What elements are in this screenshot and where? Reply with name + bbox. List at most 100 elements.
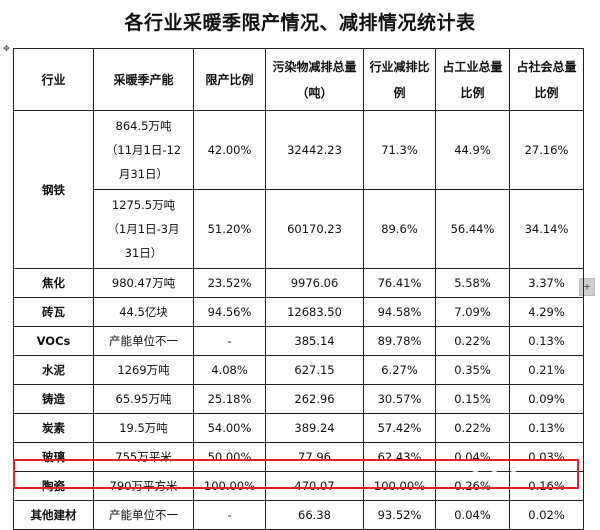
capacity-line: 1275.5万吨 <box>111 198 176 212</box>
cell-social-ratio: 0.13% <box>509 413 584 443</box>
cell-industry-ratio: 30.57% <box>363 384 436 414</box>
cell-industry: 玻璃 <box>13 442 94 472</box>
table-title: 各行业采暖季限产情况、减排情况统计表 <box>124 12 476 34</box>
cell-industrial-ratio: 0.35% <box>435 355 510 385</box>
table-row: 玻璃 755万平米 50.00% 77.96 62.43% 0.04% 0.03% <box>13 442 584 472</box>
header-limit: 限产比例 <box>193 48 266 111</box>
cell-industry-ratio: 71.3% <box>363 110 436 190</box>
header-reduction: 污染物减排总量（吨） <box>265 48 364 111</box>
cell-capacity: 产能单位不一 <box>93 500 194 530</box>
cell-industry-ratio: 57.42% <box>363 413 436 443</box>
cell-industry: 水泥 <box>13 355 94 385</box>
cell-capacity: 1275.5万吨 （1月1日-3月 31日） <box>93 189 194 269</box>
stats-table: 行业 采暖季产能 限产比例 污染物减排总量（吨） 行业减排比例 占工业总量比例 … <box>13 48 584 530</box>
cell-reduction: 12683.50 <box>265 297 364 327</box>
cell-social-ratio: 0.02% <box>509 500 584 530</box>
cell-capacity: 790万平方米 <box>93 471 194 501</box>
cell-industrial-ratio: 56.44% <box>435 189 510 269</box>
cell-industrial-ratio: 0.04% <box>435 442 510 472</box>
table-row: 陶瓷 790万平方米 100.00% 470.07 100.00% 0.26% 0.16% <box>13 471 584 501</box>
cell-limit: 25.18% <box>193 384 266 414</box>
cell-limit: 4.08% <box>193 355 266 385</box>
cell-reduction: 470.07 <box>265 471 364 501</box>
cell-limit: 42.00% <box>193 110 266 190</box>
cell-limit: - <box>193 500 266 530</box>
table-row: 铸造 65.95万吨 25.18% 262.96 30.57% 0.15% 0.09% <box>13 384 584 414</box>
table-row: VOCs 产能单位不一 -385.14 89.78% 0.22% 0.13% <box>13 326 584 356</box>
cell-industry: 焦化 <box>13 268 94 298</box>
cell-capacity: 产能单位不一 <box>93 326 194 356</box>
cell-social-ratio: 0.13% <box>509 326 584 356</box>
cell-industry: 其他建材 <box>13 500 94 530</box>
table-row: 砖瓦 44.5亿块 94.56% 12683.50 94.58% 7.09% 4.29% <box>13 297 584 327</box>
cell-industry: 铸造 <box>13 384 94 414</box>
cell-industry: 钢铁 <box>13 110 94 269</box>
capacity-line: （1月1日-3月 <box>107 222 180 236</box>
cell-industrial-ratio: 0.22% <box>435 413 510 443</box>
table-move-handle-icon[interactable]: ✥ <box>3 44 10 53</box>
cell-reduction: 389.24 <box>265 413 364 443</box>
cell-social-ratio: 0.21% <box>509 355 584 385</box>
table-row: 钢铁 864.5万吨 （11月1日-12 月31日） 42.00% 32442.… <box>13 110 584 269</box>
cell-industry-ratio: 94.58% <box>363 297 436 327</box>
cell-social-ratio: 34.14% <box>509 189 584 269</box>
cell-industrial-ratio: 0.15% <box>435 384 510 414</box>
header-row: 行业 采暖季产能 限产比例 污染物减排总量（吨） 行业减排比例 占工业总量比例 … <box>13 48 584 111</box>
cell-capacity: 864.5万吨 （11月1日-12 月31日） <box>93 110 194 190</box>
cell-industry-ratio: 6.27% <box>363 355 436 385</box>
cell-capacity: 65.95万吨 <box>93 384 194 414</box>
cell-industry: 炭素 <box>13 413 94 443</box>
cell-industry-ratio: 89.78% <box>363 326 436 356</box>
header-industrial-ratio: 占工业总量比例 <box>435 48 510 111</box>
cell-social-ratio: 3.37% <box>509 268 584 298</box>
cell-industry-ratio: 93.52% <box>363 500 436 530</box>
cell-reduction: 60170.23 <box>265 189 364 269</box>
cell-social-ratio: 27.16% <box>509 110 584 190</box>
cell-limit: 54.00% <box>193 413 266 443</box>
capacity-line: （11月1日-12 <box>105 143 182 157</box>
cell-limit: 51.20% <box>193 189 266 269</box>
cell-limit: 50.00% <box>193 442 266 472</box>
cell-capacity: 19.5万吨 <box>93 413 194 443</box>
cell-reduction: 262.96 <box>265 384 364 414</box>
table-row: 1275.5万吨 （1月1日-3月 31日） 51.20% 60170.23 8… <box>14 189 584 269</box>
cell-limit: 23.52% <box>193 268 266 298</box>
header-capacity: 采暖季产能 <box>93 48 194 111</box>
table-row: 焦化 980.47万吨 23.52% 9976.06 76.41% 5.58% 3.37% <box>13 268 584 298</box>
cell-reduction: 66.38 <box>265 500 364 530</box>
cell-capacity: 755万平米 <box>93 442 194 472</box>
cell-limit: - <box>193 326 266 356</box>
cell-industrial-ratio: 7.09% <box>435 297 510 327</box>
cell-industry-ratio: 89.6% <box>363 189 436 269</box>
cell-social-ratio: 4.29% <box>509 297 584 327</box>
cell-industrial-ratio: 0.26% <box>435 471 510 501</box>
cell-capacity: 44.5亿块 <box>93 297 194 327</box>
table-row: 炭素 19.5万吨 54.00% 389.24 57.42% 0.22% 0.13% <box>13 413 584 443</box>
cell-reduction: 32442.23 <box>265 110 364 190</box>
header-industry: 行业 <box>13 48 94 111</box>
capacity-line: 31日） <box>124 246 163 260</box>
table-row: 其他建材 产能单位不一 -66.38 93.52% 0.04% 0.02% <box>13 500 584 530</box>
cell-limit: 100.00% <box>193 471 266 501</box>
cell-industry: 陶瓷 <box>13 471 94 501</box>
cell-industrial-ratio: 0.04% <box>435 500 510 530</box>
cell-industry: VOCs <box>13 326 94 356</box>
cell-social-ratio: 0.09% <box>509 384 584 414</box>
cell-social-ratio: 0.16% <box>509 471 584 501</box>
header-social-ratio: 占社会总量比例 <box>509 48 584 111</box>
cell-social-ratio: 0.03% <box>509 442 584 472</box>
cell-industrial-ratio: 44.9% <box>435 110 510 190</box>
header-industry-ratio: 行业减排比例 <box>363 48 436 111</box>
table-row: 水泥 1269万吨 4.08% 627.15 6.27% 0.35% 0.21% <box>13 355 584 385</box>
cell-reduction: 9976.06 <box>265 268 364 298</box>
cell-industry-ratio: 76.41% <box>363 268 436 298</box>
cell-reduction: 385.14 <box>265 326 364 356</box>
cell-industry-ratio: 62.43% <box>363 442 436 472</box>
cell-industry-ratio: 100.00% <box>363 471 436 501</box>
cell-industrial-ratio: 5.58% <box>435 268 510 298</box>
cell-limit: 94.56% <box>193 297 266 327</box>
cell-capacity: 980.47万吨 <box>93 268 194 298</box>
cell-industry: 砖瓦 <box>13 297 94 327</box>
capacity-line: 864.5万吨 <box>115 119 172 133</box>
capacity-line: 月31日） <box>118 167 169 181</box>
